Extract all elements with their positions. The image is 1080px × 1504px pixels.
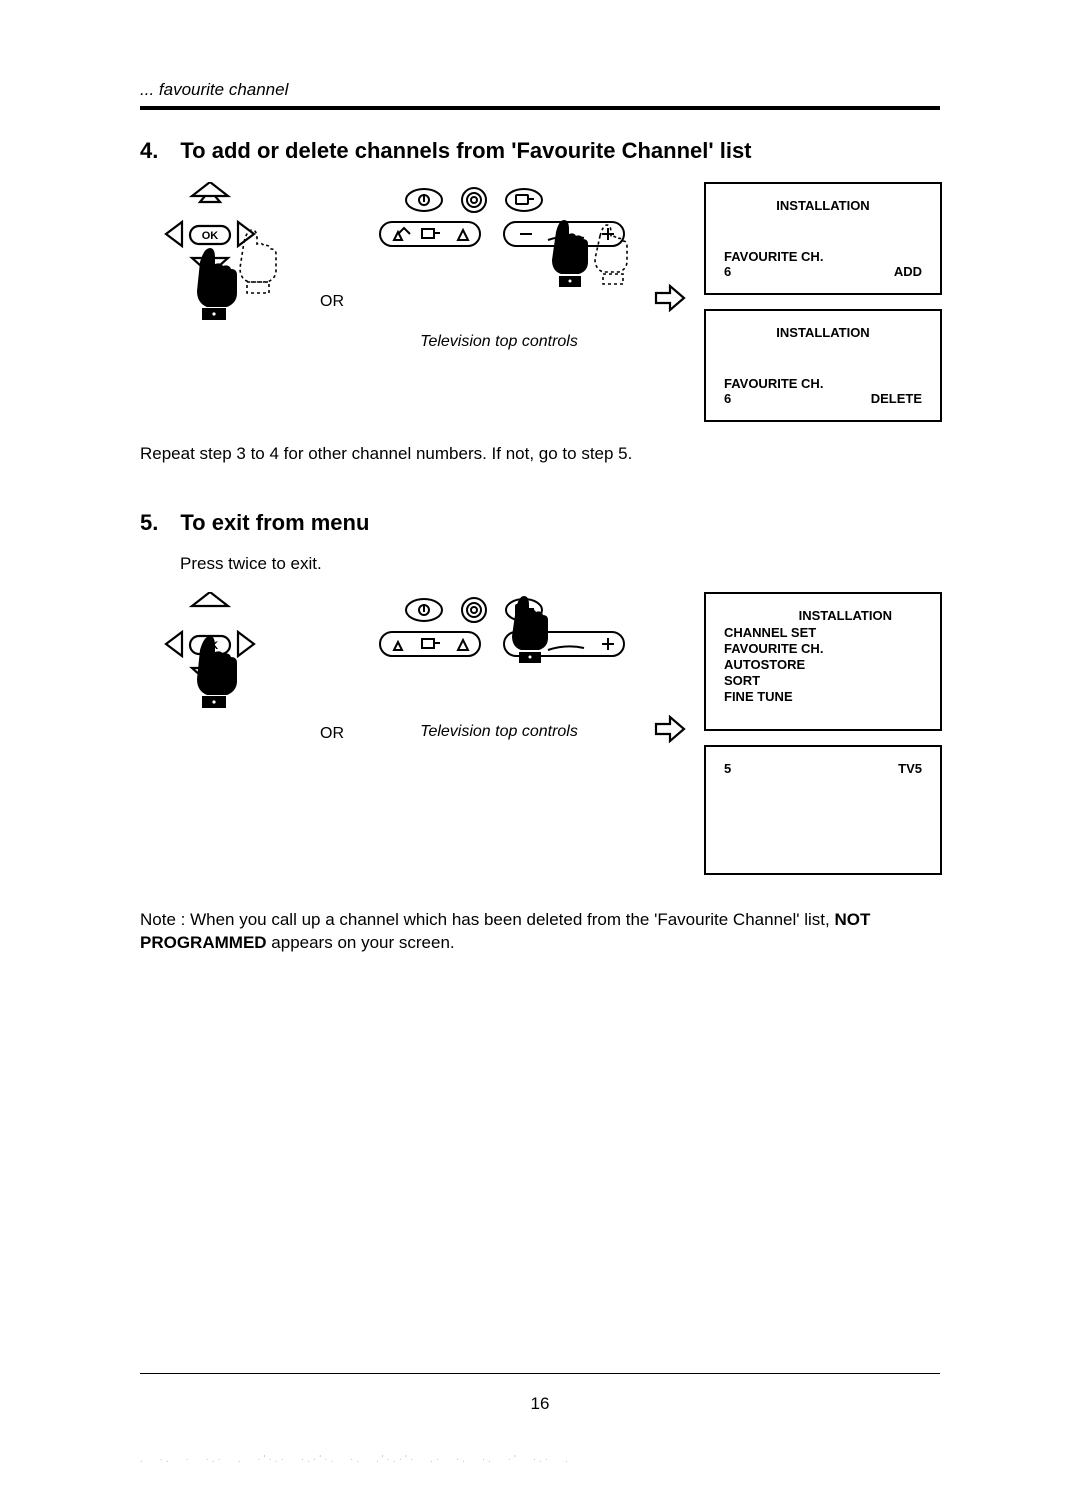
menu-item: SORT bbox=[724, 673, 922, 688]
screen-menu: INSTALLATION CHANNEL SET FAVOURITE CH. A… bbox=[704, 592, 942, 731]
remote-nav-icon: OK bbox=[140, 182, 300, 332]
section5-title: To exit from menu bbox=[180, 510, 369, 536]
screen-menu-title: INSTALLATION bbox=[724, 608, 922, 623]
screen-delete: INSTALLATION FAVOURITE CH. 6 DELETE bbox=[704, 309, 942, 422]
screen-del-ch: 6 bbox=[724, 391, 731, 406]
section5-sub: Press twice to exit. bbox=[180, 554, 940, 574]
screen-ch-right: TV5 bbox=[898, 761, 922, 776]
tv-top-controls-icon-2 bbox=[364, 592, 634, 717]
remote-ok-icon: OK bbox=[140, 592, 300, 737]
screen-del-title: INSTALLATION bbox=[724, 325, 922, 340]
repeat-text: Repeat step 3 to 4 for other channel num… bbox=[140, 444, 940, 464]
screen-add-title: INSTALLATION bbox=[724, 198, 922, 213]
section4-number: 4. bbox=[140, 138, 158, 164]
note-suffix: appears on your screen. bbox=[267, 933, 455, 952]
tv-caption-2: Television top controls bbox=[420, 723, 578, 741]
page-number: 16 bbox=[140, 1394, 940, 1414]
screen-del-line1: FAVOURITE CH. bbox=[724, 376, 922, 391]
section4-heading: 4. To add or delete channels from 'Favou… bbox=[140, 138, 940, 164]
section5-number: 5. bbox=[140, 510, 158, 536]
section5-heading: 5. To exit from menu bbox=[140, 510, 940, 536]
screen-add-action: ADD bbox=[894, 264, 922, 279]
menu-item: CHANNEL SET bbox=[724, 625, 922, 640]
or-label-2: OR bbox=[312, 725, 352, 743]
screen-add-line1: FAVOURITE CH. bbox=[724, 249, 922, 264]
screen-channel: 5 TV5 bbox=[704, 745, 942, 875]
menu-item: FAVOURITE CH. bbox=[724, 641, 922, 656]
menu-item: FINE TUNE bbox=[724, 689, 922, 704]
screen-add: INSTALLATION FAVOURITE CH. 6 ADD bbox=[704, 182, 942, 295]
tv-top-controls-icon bbox=[364, 182, 634, 327]
note-prefix: Note : When you call up a channel which … bbox=[140, 910, 834, 929]
scan-noise: . ·. · ·.· . ·'·.· ·.·'·. ·. .'·.·'· .· … bbox=[140, 1454, 940, 1484]
screen-add-ch: 6 bbox=[724, 264, 731, 279]
tv-caption-1: Television top controls bbox=[420, 333, 578, 351]
breadcrumb: ... favourite channel bbox=[140, 80, 940, 100]
screen-del-action: DELETE bbox=[871, 391, 922, 406]
arrow-right-icon bbox=[646, 281, 692, 324]
ok-label: OK bbox=[202, 230, 219, 242]
screen-ch-left: 5 bbox=[724, 761, 731, 776]
section4-title: To add or delete channels from 'Favourit… bbox=[180, 138, 751, 164]
divider-thick bbox=[140, 106, 940, 110]
or-label-1: OR bbox=[312, 293, 352, 311]
menu-item: AUTOSTORE bbox=[724, 657, 922, 672]
arrow-right-icon-2 bbox=[646, 712, 692, 755]
divider-footer bbox=[140, 1373, 940, 1374]
note-text: Note : When you call up a channel which … bbox=[140, 909, 940, 955]
